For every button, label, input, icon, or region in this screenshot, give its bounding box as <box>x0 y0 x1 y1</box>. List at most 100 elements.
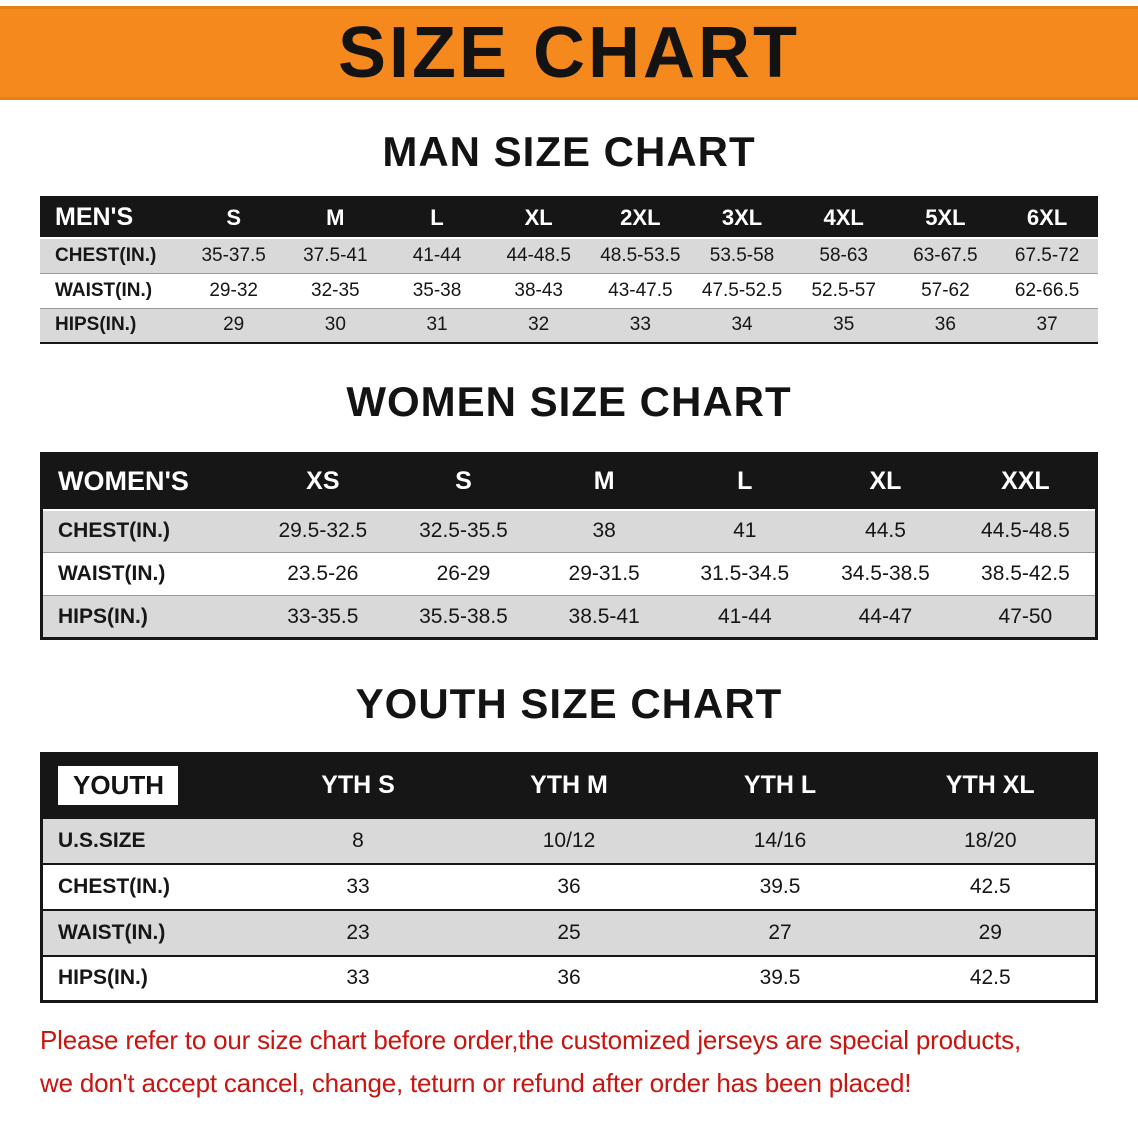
measurement-label-cell: HIPS(IN.) <box>58 604 148 628</box>
measurement-value-cell: 33 <box>346 874 370 898</box>
women-section-heading: WOMEN SIZE CHART <box>346 378 792 425</box>
size-header-cell: 4XL <box>792 197 895 238</box>
measurement-value-cell: 33-35.5 <box>287 604 359 628</box>
measurement-value-cell: 44.5-48.5 <box>981 519 1070 543</box>
measurement-value-cell: 34.5-38.5 <box>841 562 930 585</box>
page-title: SIZE CHART <box>338 13 800 93</box>
measurement-value-cell: 58-63 <box>819 244 868 266</box>
men-size-section: MAN SIZE CHART MEN'S S M L XL 2XL 3XL 4XL 5XL 6XL… <box>40 128 1098 344</box>
measurement-value-cell: 34 <box>731 314 753 336</box>
size-chart-content: MAN SIZE CHART MEN'S S M L XL 2XL 3XL 4XL 5XL 6XL… <box>0 128 1138 1115</box>
measurement-value-cell: 37.5-41 <box>303 244 368 266</box>
women-size-section: WOMEN SIZE CHART WOMEN'S XS S M L XL XXL CHEST(… <box>40 378 1098 640</box>
measurement-value-cell: 38.5-41 <box>568 604 640 628</box>
table-row: CHEST(IN.) 33 36 39.5 42.5 <box>41 864 1097 910</box>
measurement-value-cell: 36 <box>557 874 581 898</box>
size-chart-banner: SIZE CHART <box>0 6 1138 100</box>
disclaimer-line-1: Please refer to our size chart before or… <box>40 1025 1022 1055</box>
measurement-value-cell: 57-62 <box>921 279 970 301</box>
table-title: YOUTH <box>58 766 178 806</box>
measurement-value-cell: 31.5-34.5 <box>700 562 790 585</box>
table-title-cell: MEN'S <box>40 197 183 238</box>
size-header-cell: 2XL <box>589 197 692 238</box>
youth-size-table: YOUTH YTH S YTH M YTH L YTH XL U.S.SIZE 8 10/12… <box>40 752 1098 1003</box>
measurement-value-cell: 35-38 <box>412 279 462 301</box>
measurement-label-cell: CHEST(IN.) <box>58 519 170 543</box>
size-header-cell: S <box>182 197 285 238</box>
disclaimer: Please refer to our size chart before or… <box>40 1003 1098 1115</box>
size-header-cell: XS <box>252 453 394 510</box>
size-header-cell: XL <box>815 453 956 510</box>
measurement-value-cell: 32.5-35.5 <box>419 519 508 543</box>
measurement-label-cell: HIPS(IN.) <box>58 966 148 990</box>
table-row: WAIST(IN.) 29-32 32-35 35-38 38-43 43-47.5 47.… <box>40 273 1098 308</box>
measurement-value-cell: 38 <box>592 519 616 543</box>
measurement-value-cell: 48.5-53.5 <box>600 244 681 266</box>
measurement-value-cell: 39.5 <box>759 874 801 898</box>
measurement-value-cell: 31 <box>426 314 448 336</box>
size-header-cell: M <box>284 197 387 238</box>
size-header-cell: XXL <box>955 453 1097 510</box>
measurement-value-cell: 33 <box>629 314 651 336</box>
measurement-value-cell: 41 <box>733 519 757 543</box>
table-row: U.S.SIZE 8 10/12 14/16 18/20 <box>41 817 1097 864</box>
table-row: HIPS(IN.) 33-35.5 35.5-38.5 38.5-41 41-44 44-… <box>41 595 1097 639</box>
youth-size-section: YOUTH SIZE CHART YOUTH YTH S YTH M YTH L YTH… <box>40 680 1098 1003</box>
size-header-cell: L <box>674 453 816 510</box>
measurement-value-cell: 14/16 <box>753 828 807 852</box>
table-title-cell: YOUTH <box>41 753 253 818</box>
size-header-cell: M <box>533 453 675 510</box>
measurement-value-cell: 44.5 <box>865 519 906 543</box>
measurement-value-cell: 23.5-26 <box>287 562 359 585</box>
measurement-value-cell: 38-43 <box>514 279 563 301</box>
size-header-cell: YTH XL <box>885 753 1097 818</box>
size-header-cell: YTH M <box>463 753 675 818</box>
measurement-value-cell: 30 <box>324 314 346 336</box>
measurement-value-cell: 44-47 <box>858 604 913 628</box>
measurement-value-cell: 35.5-38.5 <box>419 604 508 628</box>
measurement-value-cell: 27 <box>768 920 792 944</box>
measurement-value-cell: 18/20 <box>963 828 1017 852</box>
measurement-value-cell: 39.5 <box>759 966 801 990</box>
size-header-cell: L <box>386 197 488 238</box>
measurement-value-cell: 43-47.5 <box>608 279 673 301</box>
measurement-value-cell: 29.5-32.5 <box>278 519 368 543</box>
measurement-value-cell: 42.5 <box>969 966 1011 990</box>
size-header-cell: XL <box>487 197 590 238</box>
measurement-value-cell: 41-44 <box>717 604 772 628</box>
table-row: HIPS(IN.) 29 30 31 32 33 34 35 36 37 <box>40 308 1098 343</box>
measurement-value-cell: 29-31.5 <box>568 562 640 585</box>
table-row: WAIST(IN.) 23.5-26 26-29 29-31.5 31.5-34.5 34… <box>41 553 1097 596</box>
measurement-label-cell: CHEST(IN.) <box>55 244 157 266</box>
men-size-table: MEN'S S M L XL 2XL 3XL 4XL 5XL 6XL CHEST(IN.) 35-37… <box>40 196 1098 344</box>
measurement-label-cell: HIPS(IN.) <box>55 314 137 336</box>
size-header-cell: S <box>393 453 534 510</box>
measurement-value-cell: 52.5-57 <box>811 279 876 301</box>
table-title: MEN'S <box>55 203 134 231</box>
measurement-value-cell: 44-48.5 <box>506 244 571 266</box>
table-row: WAIST(IN.) 23 25 27 29 <box>41 909 1097 956</box>
measurement-value-cell: 29-32 <box>209 279 258 301</box>
table-row: CHEST(IN.) 35-37.5 37.5-41 41-44 44-48.5 48.5… <box>40 238 1098 273</box>
table-header-row: WOMEN'S XS S M L XL XXL <box>41 453 1097 510</box>
measurement-label-cell: WAIST(IN.) <box>58 920 166 944</box>
measurement-value-cell: 32-35 <box>311 279 360 301</box>
measurement-value-cell: 26-29 <box>436 562 491 585</box>
measurement-value-cell: 23 <box>346 920 370 944</box>
disclaimer-line-2: we don't accept cancel, change, teturn o… <box>40 1068 912 1098</box>
measurement-value-cell: 10/12 <box>542 828 596 852</box>
measurement-label-cell: U.S.SIZE <box>58 828 146 852</box>
table-header-row: YOUTH YTH S YTH M YTH L YTH XL <box>41 753 1097 818</box>
measurement-value-cell: 47.5-52.5 <box>701 279 783 301</box>
measurement-value-cell: 8 <box>352 828 364 852</box>
measurement-value-cell: 36 <box>557 966 581 990</box>
table-row: HIPS(IN.) 33 36 39.5 42.5 <box>42 956 1097 1002</box>
measurement-value-cell: 37 <box>1036 314 1058 336</box>
table-title: WOMEN'S <box>58 466 189 497</box>
men-section-heading: MAN SIZE CHART <box>382 128 756 175</box>
measurement-value-cell: 47-50 <box>998 604 1053 628</box>
size-header-cell: YTH L <box>674 753 886 818</box>
size-header-cell: 5XL <box>894 197 997 238</box>
measurement-value-cell: 62-66.5 <box>1014 279 1080 301</box>
measurement-value-cell: 41-44 <box>412 244 462 266</box>
